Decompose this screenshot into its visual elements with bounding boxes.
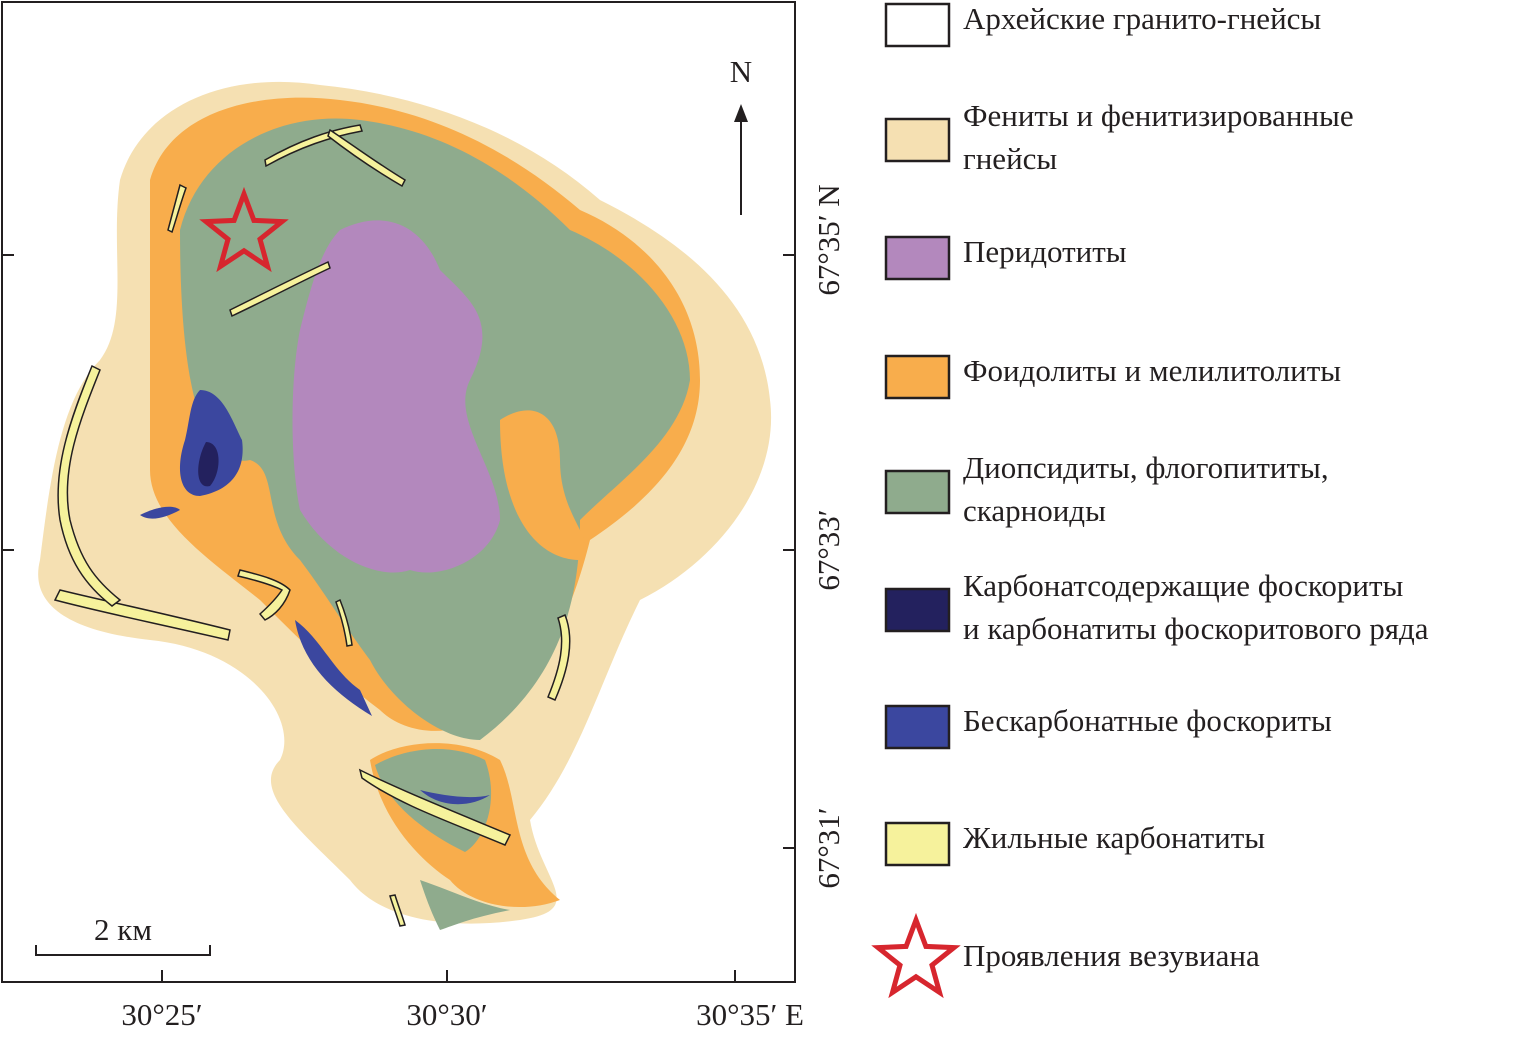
legend-label: скарноиды (963, 493, 1106, 528)
legend-label: Проявления везувиана (963, 938, 1260, 973)
foidolite (500, 410, 586, 560)
legend-label: и карбонатиты фоскоритового ряда (963, 611, 1429, 646)
legend-label: Фоидолиты и мелилитолиты (963, 353, 1341, 388)
legend-swatch (884, 2, 951, 48)
legend-label: Архейские гранито-гнейсы (963, 1, 1321, 36)
peridotite (292, 220, 500, 573)
phoscorite (420, 790, 490, 805)
carbonatite-vein (327, 128, 406, 188)
legend-star (871, 912, 961, 999)
carbonatite-vein (57, 364, 122, 607)
legend-label: Жильные карбонатиты (963, 820, 1265, 855)
carbonatite-vein (229, 260, 331, 318)
legend-swatch (884, 235, 951, 281)
arrow-head (734, 104, 748, 122)
carbonate-phoscorite (198, 442, 219, 487)
scale-line (35, 945, 211, 956)
carbonatite-vein (237, 569, 291, 621)
x-tick-label: 30°30′ (406, 997, 487, 1032)
y-tick-label: 67°31′ (811, 807, 846, 888)
y-tick-label: 67°33′ (811, 509, 846, 590)
carbonatite-vein (358, 768, 512, 846)
x-tick-label: 30°25′ (121, 997, 202, 1032)
scale-bar: 2 км (35, 912, 211, 956)
vesuvianite-occurrence (199, 186, 289, 273)
legend-swatch (884, 587, 951, 633)
north-arrow: N (730, 54, 752, 215)
map-area: N 2 км 30°25′ 30°30′ 30°35′ E 67°35′ N 6… (1, 1, 846, 1032)
diopsidite (420, 880, 510, 930)
phoscorite (295, 620, 372, 716)
y-tick-label: 67°35′ N (811, 184, 846, 295)
legend-swatch (884, 704, 951, 750)
legend-label: Карбонатсодержащие фоскориты (963, 568, 1404, 603)
legend-swatch (884, 354, 951, 400)
legend-swatch (884, 821, 951, 867)
legend-swatch (884, 117, 951, 163)
carbonatite-vein (547, 614, 571, 701)
legend-label: Фениты и фенитизированные (963, 98, 1354, 133)
legend-label: Диопсидиты, флогопититы, (963, 450, 1329, 485)
legend-swatch (884, 469, 951, 515)
north-label: N (730, 54, 752, 89)
legend: Архейские гранито-гнейсы Фениты и фенитиз… (871, 1, 1429, 999)
scale-label: 2 км (94, 912, 152, 947)
carbonatite-vein (389, 894, 406, 927)
legend-label: Перидотиты (963, 234, 1127, 269)
ticks (2, 254, 795, 982)
x-tick-label: 30°35′ E (696, 997, 804, 1032)
phoscorite (180, 390, 243, 496)
phoscorite (140, 506, 180, 519)
legend-label: гнейсы (963, 141, 1057, 176)
carbonatite-vein (167, 183, 187, 234)
legend-label: Бескарбонатные фоскориты (963, 703, 1332, 738)
carbonatite-vein (335, 598, 353, 647)
